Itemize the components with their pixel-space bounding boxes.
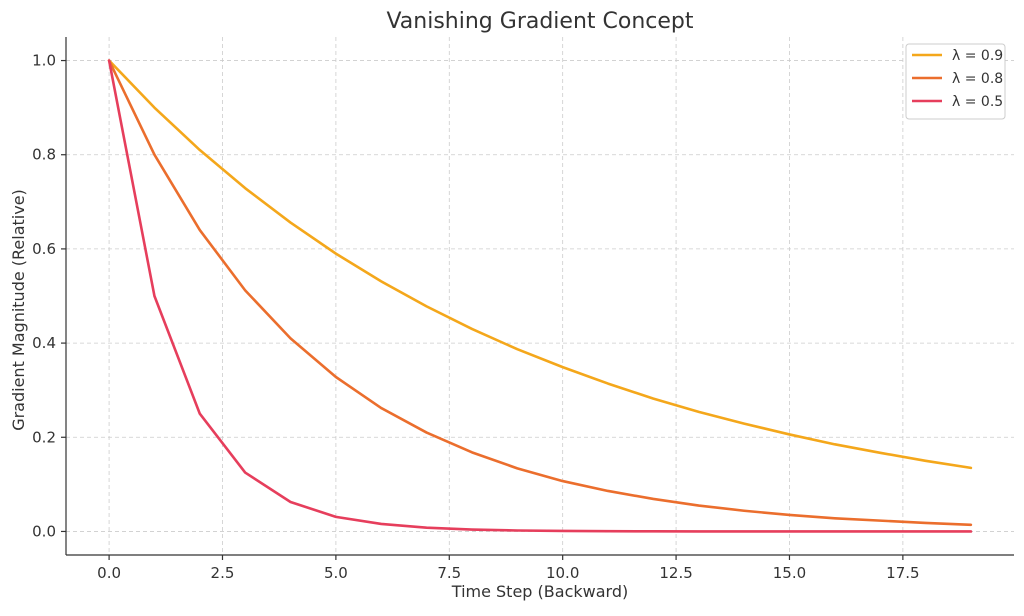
axes: [65, 37, 1014, 556]
x-tick-label: 17.5: [886, 564, 919, 582]
y-tick-label: 1.0: [32, 52, 56, 70]
y-ticks: 0.0 0.2 0.4 0.6 0.8 1.0: [32, 52, 66, 540]
y-tick-label: 0.2: [32, 428, 56, 446]
x-axis-label: Time Step (Backward): [451, 582, 628, 601]
grid: [66, 37, 1014, 555]
x-tick-label: 10.0: [546, 564, 579, 582]
x-tick-label: 2.5: [211, 564, 235, 582]
legend: λ = 0.9 λ = 0.8 λ = 0.5: [905, 43, 1006, 120]
series-lines: [107, 59, 973, 533]
chart-title: Vanishing Gradient Concept: [386, 9, 693, 34]
legend-label: λ = 0.8: [952, 71, 1003, 87]
series-line-1: [107, 59, 973, 470]
series-line-3: [107, 59, 973, 533]
y-tick-label: 0.8: [32, 146, 56, 164]
x-tick-label: 7.5: [437, 564, 461, 582]
legend-label: λ = 0.9: [952, 48, 1003, 64]
x-tick-label: 12.5: [659, 564, 692, 582]
x-tick-label: 5.0: [324, 564, 348, 582]
x-tick-label: 0.0: [97, 564, 121, 582]
legend-label: λ = 0.5: [952, 94, 1003, 110]
y-tick-label: 0.0: [32, 522, 56, 540]
series-line-2: [107, 59, 973, 527]
y-axis-label: Gradient Magnitude (Relative): [9, 189, 28, 431]
x-tick-label: 15.0: [773, 564, 806, 582]
y-tick-label: 0.4: [32, 334, 56, 352]
x-ticks: 0.0 2.5 5.0 7.5 10.0 12.5 15.0 17.5: [97, 555, 920, 582]
y-tick-label: 0.6: [32, 240, 56, 258]
